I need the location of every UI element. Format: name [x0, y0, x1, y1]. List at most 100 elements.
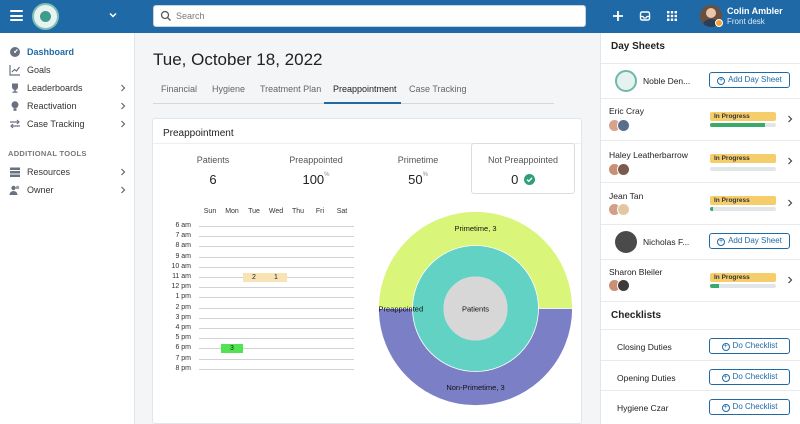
progress-bar	[710, 167, 776, 171]
tab-financial[interactable]: Financial	[161, 84, 198, 94]
apps-grid-icon[interactable]	[665, 9, 679, 23]
assignee-avatars	[608, 163, 638, 177]
tab-preappointment[interactable]: Preappointment	[333, 84, 397, 94]
stat-value: 0	[475, 172, 571, 187]
users-icon	[9, 185, 20, 195]
arrows-icon	[10, 119, 20, 129]
assignee-avatars	[608, 203, 638, 217]
chevron-right-icon[interactable]	[787, 276, 793, 284]
grid-line	[199, 256, 354, 258]
hour-label: 8 am	[175, 242, 191, 250]
search-bar[interactable]	[153, 5, 586, 27]
plus-icon[interactable]	[611, 9, 625, 23]
grid-line	[199, 236, 354, 238]
grid-line	[199, 287, 354, 289]
stat-preappointed: Preappointed 100%	[281, 155, 351, 187]
do-checklist-button[interactable]: + Do Checklist	[709, 338, 790, 354]
day-sheet-row: Nicholas F... + Add Day Sheet	[601, 224, 800, 259]
do-checklist-button[interactable]: + Do Checklist	[709, 399, 790, 415]
day-label: Mon	[225, 208, 239, 215]
sidebar-item-label: Leaderboards	[27, 83, 83, 93]
day-sheet-name: Noble Den...	[643, 76, 691, 86]
status-badge: In Progress	[710, 112, 776, 121]
sidebar-item-goals[interactable]: Goals	[0, 61, 135, 79]
grid-line	[199, 338, 354, 340]
tab-case-tracking[interactable]: Case Tracking	[409, 84, 467, 94]
practice-logo[interactable]	[32, 3, 59, 30]
chevron-down-icon[interactable]	[108, 10, 118, 20]
divider	[601, 98, 800, 99]
day-sheet-name: Jean Tan	[609, 191, 644, 201]
inbox-icon[interactable]	[638, 9, 652, 23]
notification-badge	[715, 19, 723, 27]
hour-label: 1 pm	[175, 293, 191, 301]
hour-label: 3 pm	[175, 313, 191, 321]
status-badge: In Progress	[710, 196, 776, 205]
check-circle-icon	[523, 174, 535, 185]
trophy-icon	[12, 83, 18, 93]
stat-patients: Patients 6	[183, 155, 243, 187]
menu-icon[interactable]	[10, 10, 23, 21]
stack-icon	[10, 167, 20, 177]
donut-label: Primetime, 3	[454, 224, 496, 233]
sidebar-item-leaderboards[interactable]: Leaderboards	[0, 79, 135, 97]
search-input[interactable]	[176, 8, 576, 24]
sidebar-item-label: Reactivation	[27, 101, 77, 111]
stat-label: Preappointed	[289, 155, 343, 165]
divider	[601, 63, 800, 64]
divider	[601, 182, 800, 183]
checklist-name: Closing Duties	[617, 342, 672, 352]
progress-bar	[710, 284, 776, 288]
hour-label: 7 am	[175, 232, 191, 240]
progress-bar	[710, 123, 776, 127]
sidebar-item-owner[interactable]: Owner	[0, 181, 135, 199]
divider	[601, 140, 800, 141]
user-name[interactable]: Colin Ambler	[727, 6, 783, 16]
chevron-right-icon	[121, 186, 126, 194]
day-sheet-row[interactable]: Eric Cray In Progress	[601, 98, 800, 140]
sidebar-item-label: Owner	[27, 185, 54, 195]
grid-line	[199, 317, 354, 319]
page-title: Tue, October 18, 2022	[153, 50, 323, 69]
grid-line	[199, 226, 354, 227]
top-bar: Colin Ambler Front desk	[0, 0, 800, 33]
active-tab-indicator	[324, 102, 401, 104]
chevron-right-icon[interactable]	[787, 199, 793, 207]
day-sheet-row[interactable]: Haley Leatherbarrow In Progress	[601, 140, 800, 182]
sidebar-item-case-tracking[interactable]: Case Tracking	[0, 115, 135, 133]
hour-label: 2 pm	[175, 303, 191, 311]
status-badge: In Progress	[710, 154, 776, 163]
add-day-sheet-button[interactable]: + Add Day Sheet	[709, 72, 790, 88]
day-sheet-name: Sharon Bleiler	[609, 267, 663, 277]
tab-treatment-plan[interactable]: Treatment Plan	[260, 84, 322, 94]
sidebar-item-dashboard[interactable]: Dashboard	[0, 43, 135, 61]
stat-label: Patients	[196, 155, 230, 165]
chevron-right-icon[interactable]	[787, 157, 793, 165]
donut-label: Non-Primetime, 3	[446, 383, 504, 392]
not-preappointed-box	[471, 143, 575, 194]
sidebar-item-reactivation[interactable]: Reactivation	[0, 97, 135, 115]
sidebar-item-resources[interactable]: Resources	[0, 163, 135, 181]
sidebar-item-label: Dashboard	[27, 47, 75, 57]
divider	[601, 224, 800, 225]
stat-primetime: Primetime 50%	[385, 155, 451, 187]
do-checklist-button[interactable]: + Do Checklist	[709, 369, 790, 385]
add-day-sheet-button[interactable]: + Add Day Sheet	[709, 233, 790, 249]
tab-hygiene[interactable]: Hygiene	[212, 84, 246, 94]
divider	[601, 301, 800, 302]
checklist-name: Hygiene Czar	[617, 403, 669, 413]
day-label: Fri	[315, 208, 325, 215]
chevron-right-icon[interactable]	[787, 115, 793, 123]
checklist-row: Closing Duties + Do Checklist	[601, 329, 800, 359]
chevron-right-icon	[121, 168, 126, 176]
dashboard-icon	[10, 47, 20, 57]
card-title: Preappointment	[163, 128, 234, 139]
hour-label: 10 am	[171, 262, 191, 270]
day-sheet-row[interactable]: Jean Tan In Progress	[601, 182, 800, 224]
grid-line	[199, 246, 354, 248]
assignee-avatars	[608, 119, 638, 133]
grid-line	[199, 348, 354, 350]
day-sheet-row[interactable]: Sharon Bleiler In Progress	[601, 259, 800, 301]
day-label: Tue	[248, 208, 260, 215]
stat-not-preappointed: Not Preappointed 0	[475, 155, 571, 187]
